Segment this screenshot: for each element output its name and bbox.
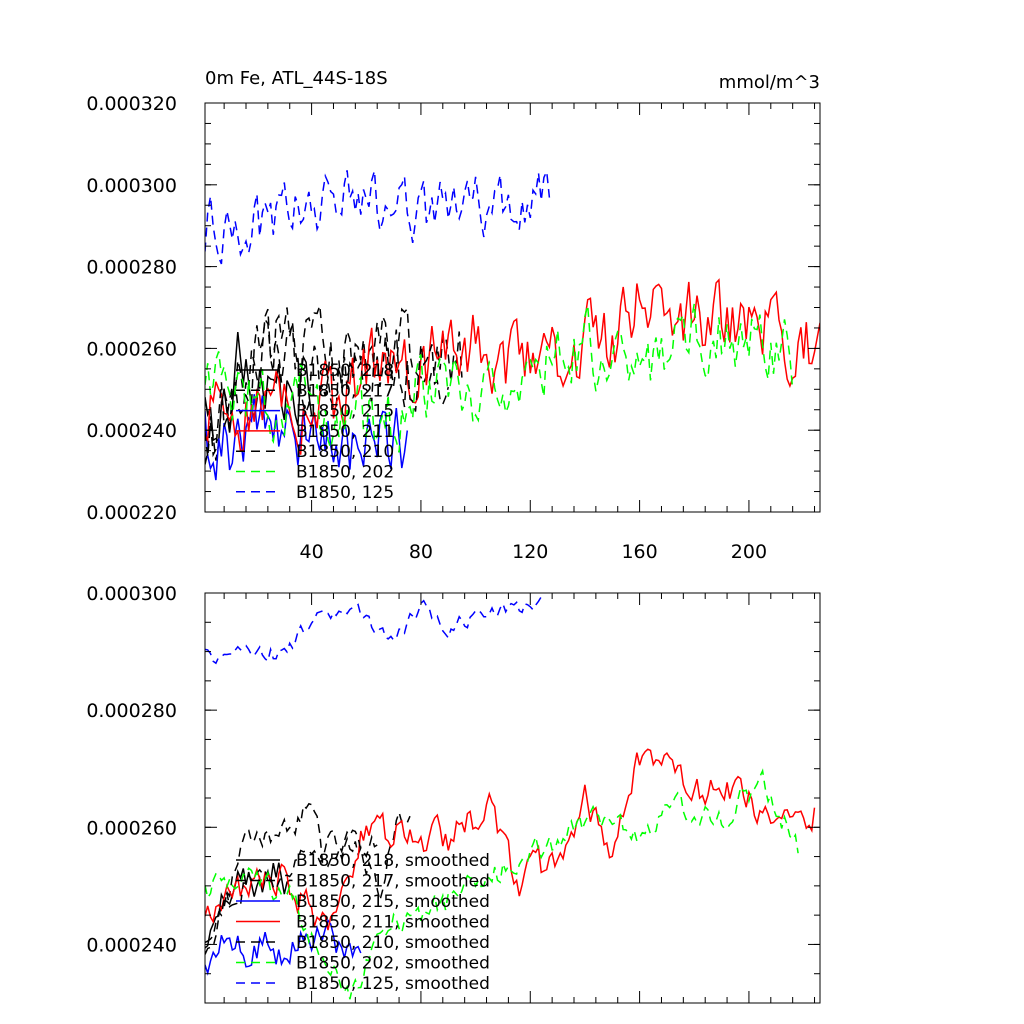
legend-label: B1850, 218, smoothed <box>296 851 490 871</box>
y-tick-label: 0.000300 <box>86 583 177 605</box>
series-line <box>205 918 362 976</box>
series-line <box>205 596 542 665</box>
legend-label: B1850, 202 <box>296 463 394 483</box>
series-lines <box>205 596 816 1000</box>
series-line <box>205 313 450 458</box>
series-line <box>205 748 816 931</box>
series-line <box>205 862 293 949</box>
y-tick-label: 0.000220 <box>86 502 177 524</box>
series-lines <box>205 168 820 481</box>
x-tick-label: 80 <box>409 541 433 563</box>
y-tick-label: 0.000300 <box>86 175 177 197</box>
series-line <box>205 829 378 944</box>
y-tick-label: 0.000280 <box>86 257 177 279</box>
series-line <box>205 278 820 455</box>
y-tick-label: 0.000260 <box>86 338 177 360</box>
legend-label: B1850, 211, smoothed <box>296 913 490 933</box>
series-line <box>205 802 411 955</box>
legend-label: B1850, 125 <box>296 483 394 503</box>
x-tick-label: 40 <box>300 541 324 563</box>
x-tick-label: 120 <box>512 541 548 563</box>
y-tick-label: 0.000320 <box>86 93 177 115</box>
legend-label: B1850, 218 <box>296 361 394 381</box>
legend-label: B1850, 210, smoothed <box>296 933 490 953</box>
top-panel: 0m Fe, ATL_44S-18S mmol/m^3 B1850, 218B1… <box>86 68 821 563</box>
series-line <box>205 768 799 1000</box>
series-line <box>205 394 409 481</box>
axes: 0.000240 0.000260 0.000280 0.000300 <box>86 583 821 1004</box>
legend-label: B1850, 215 <box>296 402 394 422</box>
y-tick-label: 0.000240 <box>86 420 177 442</box>
series-line <box>205 168 551 265</box>
legend-label: B1850, 217 <box>296 381 394 401</box>
legend-label: B1850, 215, smoothed <box>296 892 490 912</box>
y-tick-label: 0.000260 <box>86 817 177 839</box>
y-tick-label: 0.000240 <box>86 934 177 956</box>
chart-title: 0m Fe, ATL_44S-18S <box>205 68 388 89</box>
units-label: mmol/m^3 <box>719 72 820 93</box>
x-tick-label: 200 <box>731 541 767 563</box>
legend-label: B1850, 202, smoothed <box>296 954 490 974</box>
legend-label: B1850, 125, smoothed <box>296 974 490 994</box>
axes: 0.000220 0.000240 0.000260 0.000280 0.000300… <box>86 93 821 563</box>
x-tick-label: 160 <box>621 541 657 563</box>
series-line <box>205 303 794 453</box>
legend-label: B1850, 211 <box>296 422 394 442</box>
legend-label: B1850, 210 <box>296 442 394 462</box>
y-tick-label: 0.000280 <box>86 700 177 722</box>
legend-label: B1850, 217, smoothed <box>296 872 490 892</box>
